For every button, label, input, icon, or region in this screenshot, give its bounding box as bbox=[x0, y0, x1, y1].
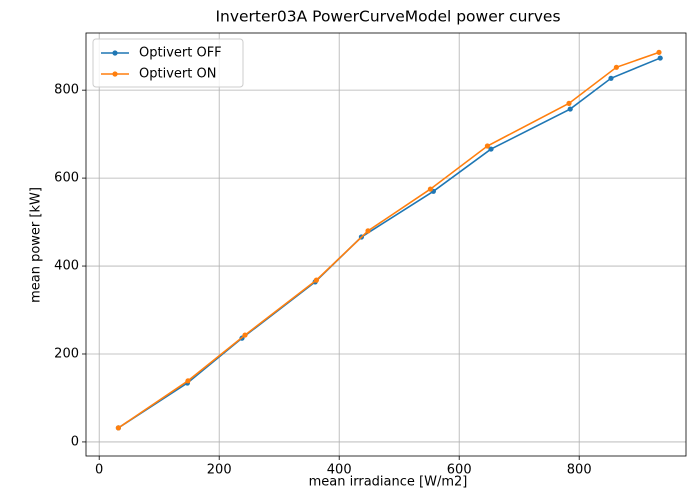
series-line bbox=[117, 57, 661, 429]
data-point bbox=[185, 378, 191, 384]
data-point bbox=[613, 64, 620, 70]
data-point bbox=[242, 332, 248, 338]
data-point bbox=[657, 55, 663, 61]
data-point bbox=[313, 277, 319, 283]
data-point bbox=[567, 106, 573, 112]
y-tick-label: 400 bbox=[54, 259, 79, 274]
x-tick-label: 800 bbox=[567, 463, 592, 478]
data-point bbox=[484, 143, 490, 149]
x-tick-label: 0 bbox=[95, 463, 103, 478]
data-point bbox=[656, 49, 662, 55]
legend-marker bbox=[112, 50, 118, 56]
x-tick-label: 200 bbox=[207, 463, 232, 478]
chart-title: Inverter03A PowerCurveModel power curves bbox=[215, 8, 560, 26]
data-point bbox=[115, 425, 121, 431]
y-tick-label: 0 bbox=[71, 434, 79, 449]
data-point bbox=[427, 186, 433, 192]
y-axis-label: mean power [kW] bbox=[29, 187, 44, 303]
y-tick-label: 800 bbox=[54, 83, 79, 98]
legend-label: Optivert OFF bbox=[139, 46, 222, 61]
x-tick-label: 400 bbox=[327, 463, 352, 478]
y-tick-label: 600 bbox=[54, 171, 79, 186]
legend-label: Optivert ON bbox=[139, 67, 216, 82]
plot-frame bbox=[85, 32, 687, 457]
data-point bbox=[488, 146, 494, 152]
series-line bbox=[117, 51, 660, 429]
legend-marker bbox=[112, 71, 118, 77]
x-tick-label: 600 bbox=[447, 463, 472, 478]
data-point bbox=[566, 100, 572, 106]
data-point bbox=[365, 228, 371, 234]
x-axis-label: mean irradiance [W/m2] bbox=[309, 475, 468, 490]
legend-box bbox=[92, 38, 244, 88]
data-point bbox=[608, 75, 614, 81]
y-tick-label: 200 bbox=[54, 346, 79, 361]
